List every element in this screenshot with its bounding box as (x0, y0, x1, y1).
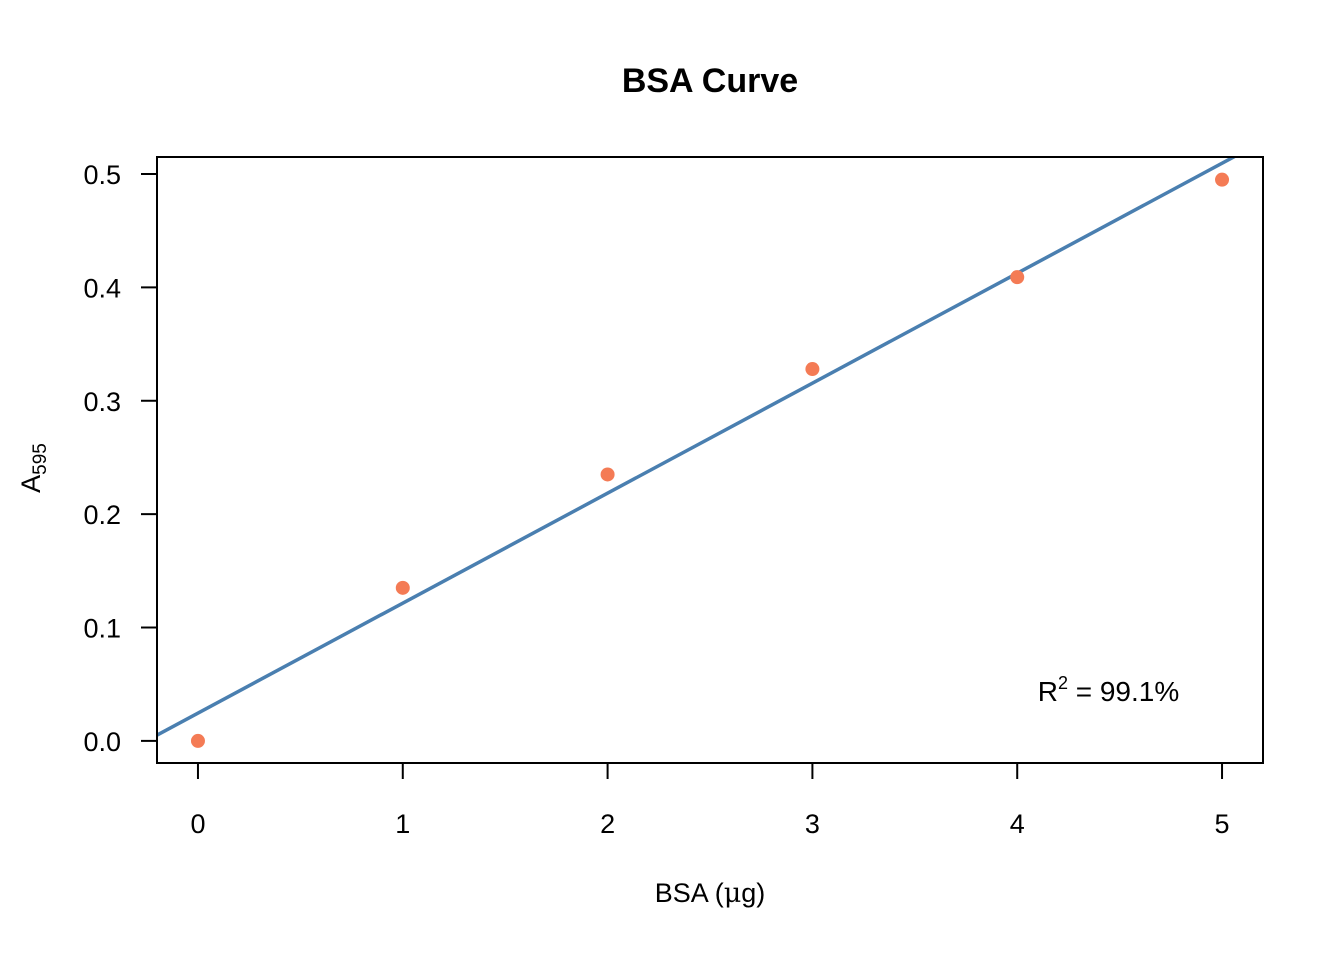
data-point (1010, 270, 1025, 285)
plot-area (156, 156, 1264, 764)
y-tick-label: 0.5 (83, 160, 121, 190)
fit-line (157, 157, 1238, 738)
x-axis-label-mu: μ (724, 878, 742, 909)
chart-title: BSA Curve (622, 62, 798, 100)
y-tick-label: 0.0 (83, 727, 121, 757)
y-tick-label: 0.2 (83, 500, 121, 530)
data-point (600, 467, 615, 482)
x-tick-label: 0 (190, 809, 205, 839)
x-tick-label: 5 (1215, 809, 1230, 839)
x-axis: 0 1 2 3 4 5 (190, 763, 1230, 839)
x-tick-label: 3 (805, 809, 820, 839)
r-squared-annotation: R2 = 99.1% (1038, 673, 1180, 707)
data-point (1215, 172, 1230, 187)
x-tick-label: 2 (600, 809, 615, 839)
y-tick-label: 0.4 (83, 273, 121, 303)
x-axis-label-unit: g) (741, 878, 765, 908)
x-axis-label-text: BSA ( (655, 878, 724, 908)
x-tick-label: 4 (1010, 809, 1025, 839)
y-tick-label: 0.1 (83, 614, 121, 644)
x-tick-label: 1 (395, 809, 410, 839)
data-point (190, 733, 205, 748)
x-axis-label: BSA (μg) (655, 878, 766, 909)
y-axis-label-base: A (16, 475, 46, 493)
r-squared-value: = 99.1% (1068, 676, 1179, 707)
y-axis: 0.0 0.1 0.2 0.3 0.4 0.5 (83, 160, 157, 757)
y-axis-label-subscript: 595 (30, 443, 51, 475)
plot-frame (156, 156, 1264, 764)
y-axis-label: A595 (16, 443, 51, 493)
r-squared-superscript: 2 (1058, 673, 1068, 693)
y-tick-label: 0.3 (83, 387, 121, 417)
data-point (805, 362, 820, 377)
data-point (395, 580, 410, 595)
r-squared-base: R (1038, 676, 1058, 707)
